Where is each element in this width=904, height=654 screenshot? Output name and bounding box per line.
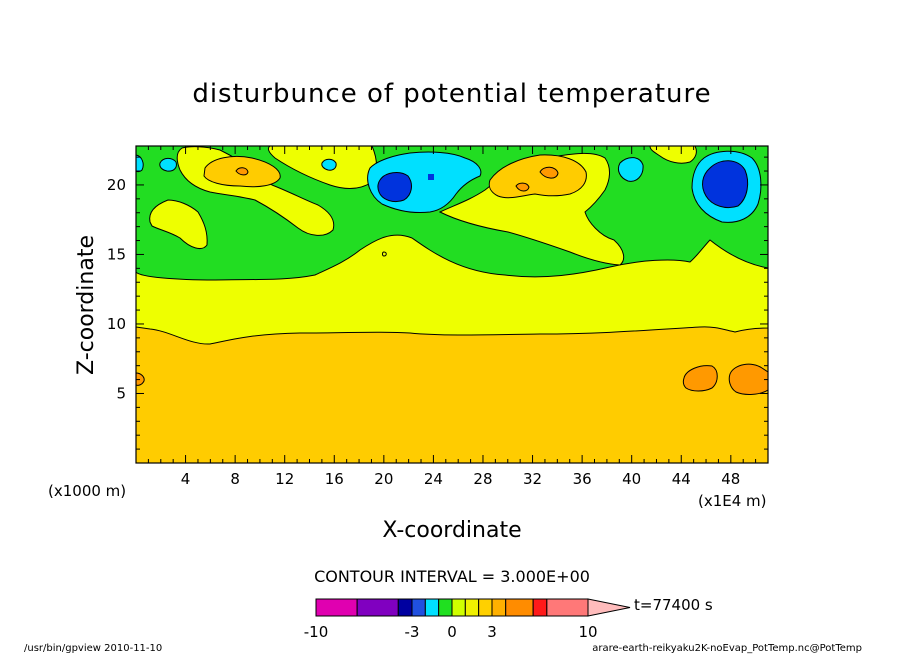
y-tick-label: 5 bbox=[116, 384, 126, 402]
colorbar-segment bbox=[546, 598, 589, 617]
colorbar-label: 0 bbox=[447, 623, 457, 641]
colorbar-segment bbox=[451, 598, 466, 617]
region-warm-core bbox=[539, 166, 559, 179]
x-tick-label: 24 bbox=[424, 470, 443, 488]
x-tick-label: 20 bbox=[374, 470, 393, 488]
x-tick-label: 8 bbox=[230, 470, 240, 488]
region-warm-core bbox=[728, 363, 768, 395]
region-upper-warm bbox=[149, 199, 208, 249]
footer-right: arare-earth-reikyaku2K-noEvap_PotTemp.nc… bbox=[592, 643, 862, 654]
region-warm-core bbox=[136, 372, 145, 386]
region-warm-core bbox=[488, 154, 587, 199]
colorbar-segment bbox=[491, 598, 507, 617]
contour-field bbox=[136, 146, 768, 463]
colorbar-segment bbox=[505, 598, 534, 617]
x-tick-label: 36 bbox=[573, 470, 592, 488]
x-tick-label: 28 bbox=[473, 470, 492, 488]
region-warm-core bbox=[682, 365, 718, 392]
y-axis-unit: (x1000 m) bbox=[48, 482, 126, 500]
chart-title: disturbunce of potential temperature bbox=[192, 79, 711, 109]
x-tick-label: 16 bbox=[325, 470, 344, 488]
colorbar-extension-arrow bbox=[587, 598, 631, 617]
region-dot bbox=[382, 251, 387, 257]
x-tick-label: 4 bbox=[181, 470, 191, 488]
region-cold-core bbox=[377, 172, 412, 203]
region-warm-core bbox=[515, 182, 530, 192]
colorbar-segment bbox=[438, 598, 453, 617]
region-warm-core bbox=[235, 167, 249, 176]
y-tick-label: 20 bbox=[107, 176, 126, 194]
colorbar-label: 3 bbox=[487, 623, 497, 641]
x-axis: 4 8 12 16 20 24 28 32 36 40 44 48 bbox=[147, 146, 769, 488]
colorbar-segment bbox=[411, 598, 426, 617]
colorbar-segment bbox=[464, 598, 480, 617]
x-tick-label: 32 bbox=[523, 470, 542, 488]
x-tick-label: 48 bbox=[721, 470, 740, 488]
y-axis: 5 10 15 20 bbox=[107, 156, 768, 450]
x-axis-unit: (x1E4 m) bbox=[698, 492, 767, 510]
colorbar-label: -10 bbox=[304, 623, 329, 641]
x-tick-label: 12 bbox=[275, 470, 294, 488]
colorbar-label: 10 bbox=[578, 623, 597, 641]
colorbar-segment bbox=[424, 598, 440, 617]
region-dot bbox=[428, 174, 434, 180]
plot-frame bbox=[135, 145, 769, 464]
x-tick-label: 40 bbox=[622, 470, 641, 488]
colorbar-label: -3 bbox=[405, 623, 420, 641]
x-axis-label: X-coordinate bbox=[382, 518, 521, 543]
region-cool bbox=[617, 157, 644, 182]
region-cool bbox=[159, 157, 177, 172]
time-label: t=77400 s bbox=[634, 596, 713, 614]
region-upper-warm bbox=[649, 146, 697, 164]
colorbar: -10 -3 0 3 10 bbox=[304, 598, 631, 641]
x-tick-label: 44 bbox=[672, 470, 691, 488]
y-tick-label: 15 bbox=[107, 245, 126, 263]
colorbar-segment bbox=[532, 598, 548, 617]
footer-left: /usr/bin/gpview 2010-11-10 bbox=[24, 643, 162, 654]
y-axis-label: Z-coordinate bbox=[74, 235, 99, 375]
colorbar-segment bbox=[478, 598, 493, 617]
colorbar-segment bbox=[397, 598, 413, 617]
colorbar-segment bbox=[315, 598, 358, 617]
y-tick-label: 10 bbox=[107, 315, 126, 333]
contour-interval-label: CONTOUR INTERVAL = 3.000E+00 bbox=[314, 567, 590, 586]
region-cold-core bbox=[702, 160, 749, 209]
region-cool bbox=[321, 158, 337, 171]
colorbar-segment bbox=[356, 598, 399, 617]
